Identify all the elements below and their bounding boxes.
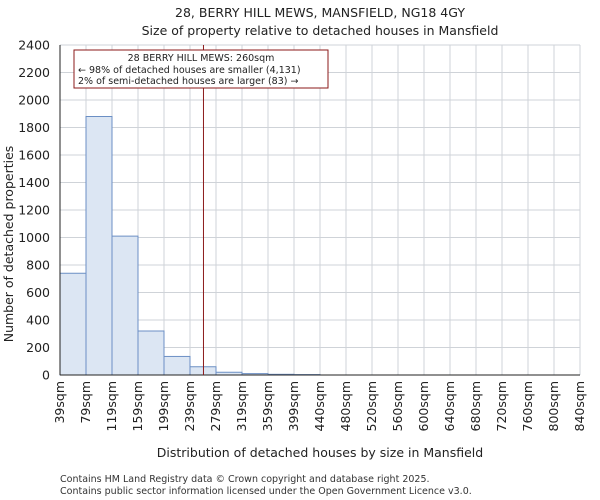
x-tick-319sqm: 319sqm	[234, 381, 249, 431]
y-tick-600: 600	[26, 285, 50, 300]
x-tick-480sqm: 480sqm	[338, 381, 353, 431]
annotation-line-1: 28 BERRY HILL MEWS: 260sqm	[128, 53, 275, 64]
x-tick-labels: 39sqm 79sqm 119sqm 159sqm 199sqm 239sqm 279sqm…	[52, 381, 587, 431]
x-tick-840sqm: 840sqm	[572, 381, 587, 431]
bar-119sqm	[111, 235, 139, 376]
y-tick-400: 400	[26, 313, 50, 328]
x-tick-119sqm: 119sqm	[104, 381, 119, 431]
bar-39sqm	[59, 272, 87, 376]
x-tick-520sqm: 520sqm	[364, 381, 379, 431]
x-axis-label: Distribution of detached houses by size …	[157, 445, 483, 460]
y-tick-200: 200	[26, 340, 50, 355]
annotation-line-2: ← 98% of detached houses are smaller (4,…	[78, 65, 301, 76]
y-tick-1800: 1800	[18, 120, 50, 135]
x-tick-760sqm: 760sqm	[520, 381, 535, 431]
x-tick-159sqm: 159sqm	[130, 381, 145, 431]
x-tick-800sqm: 800sqm	[546, 381, 561, 431]
y-tick-1600: 1600	[18, 148, 50, 163]
y-tick-2000: 2000	[18, 93, 50, 108]
footer-line-1: Contains HM Land Registry data © Crown c…	[60, 474, 430, 485]
y-tick-2200: 2200	[18, 65, 50, 80]
annotation-line-3: 2% of semi-detached houses are larger (8…	[78, 76, 298, 87]
chart-title: 28, BERRY HILL MEWS, MANSFIELD, NG18 4GY	[175, 5, 465, 20]
y-tick-800: 800	[26, 258, 50, 273]
y-tick-labels: 0 200 400 600 800 1000 1200 1400 1600 1800 2000 220…	[18, 38, 50, 383]
bar-199sqm	[163, 355, 191, 376]
annotation-frame	[73, 49, 329, 89]
x-tick-720sqm: 720sqm	[494, 381, 509, 431]
bar-159sqm	[137, 330, 165, 376]
x-tick-640sqm: 640sqm	[442, 381, 457, 431]
bar-79sqm	[85, 116, 113, 376]
y-tick-0: 0	[42, 368, 50, 383]
x-tick-440sqm: 440sqm	[312, 381, 327, 431]
footer-line-2: Contains public sector information licen…	[60, 486, 472, 497]
x-tick-199sqm: 199sqm	[156, 381, 171, 431]
x-tick-79sqm: 79sqm	[78, 381, 93, 424]
x-tick-279sqm: 279sqm	[208, 381, 223, 431]
x-tick-39sqm: 39sqm	[52, 381, 67, 424]
x-tick-359sqm: 359sqm	[260, 381, 275, 431]
y-tick-1400: 1400	[18, 175, 50, 190]
y-axis-label: Number of detached properties	[1, 146, 16, 343]
x-tick-600sqm: 600sqm	[416, 381, 431, 431]
y-tick-1200: 1200	[18, 203, 50, 218]
y-tick-1000: 1000	[18, 230, 50, 245]
annotation-box: 28 BERRY HILL MEWS: 260sqm ← 98% of deta…	[73, 49, 329, 89]
x-tick-239sqm: 239sqm	[182, 381, 197, 431]
x-tick-560sqm: 560sqm	[390, 381, 405, 431]
x-tick-680sqm: 680sqm	[468, 381, 483, 431]
y-tick-2400: 2400	[18, 38, 50, 53]
x-tick-399sqm: 399sqm	[286, 381, 301, 431]
bars	[59, 116, 321, 376]
chart-subtitle: Size of property relative to detached ho…	[142, 23, 499, 38]
axes	[59, 45, 580, 376]
